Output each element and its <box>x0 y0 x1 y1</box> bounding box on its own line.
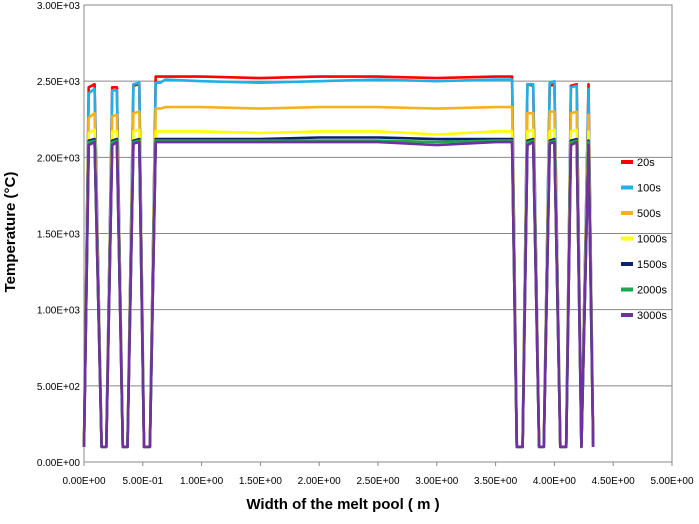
x-tick-label: 5.00E+00 <box>650 476 694 487</box>
y-tick-label: 2.00E+03 <box>37 153 81 164</box>
x-axis-ticks: 0.00E+00 5.00E-01 1.00E+00 1.50E+00 2.00E+00… <box>62 462 694 487</box>
y-tick-label: 1.00E+03 <box>37 306 81 317</box>
legend-label: 3000s <box>637 310 667 322</box>
legend-label: 20s <box>637 157 655 169</box>
x-tick-label: 2.50E+00 <box>356 476 400 487</box>
gridlines <box>84 4 672 463</box>
x-tick-label: 1.50E+00 <box>239 476 283 487</box>
y-tick-label: 3.00E+03 <box>37 1 81 12</box>
x-tick-label: 2.00E+00 <box>298 476 342 487</box>
legend-label: 100s <box>637 183 661 195</box>
series-layer <box>82 75 595 449</box>
y-axis-title: Temperature (°C) <box>2 172 19 293</box>
y-tick-label: 2.50E+03 <box>37 77 81 88</box>
x-tick-label: 1.00E+00 <box>180 476 224 487</box>
y-tick-label: 5.00E+02 <box>37 382 81 393</box>
x-tick-label: 0.00E+00 <box>62 476 106 487</box>
x-tick-label: 3.00E+00 <box>415 476 459 487</box>
legend: 20s 100s 500s 1000s 1500s 2000s 3000s <box>621 157 667 322</box>
x-tick-label: 3.50E+00 <box>474 476 518 487</box>
y-tick-label: 1.50E+03 <box>37 230 81 241</box>
legend-label: 1000s <box>637 234 667 246</box>
x-tick-label: 5.00E-01 <box>123 476 164 487</box>
series-line-3000s <box>82 140 595 449</box>
y-axis-ticks: 0.00E+00 5.00E+02 1.00E+03 1.50E+03 2.00E+03… <box>37 1 81 469</box>
x-tick-label: 4.00E+00 <box>533 476 577 487</box>
x-tick-label: 4.50E+00 <box>592 476 636 487</box>
x-axis-title: Width of the melt pool ( m ) <box>246 496 439 513</box>
y-tick-label: 0.00E+00 <box>37 458 81 469</box>
legend-label: 2000s <box>637 285 667 297</box>
legend-label: 500s <box>637 208 661 220</box>
legend-label: 1500s <box>637 259 667 271</box>
